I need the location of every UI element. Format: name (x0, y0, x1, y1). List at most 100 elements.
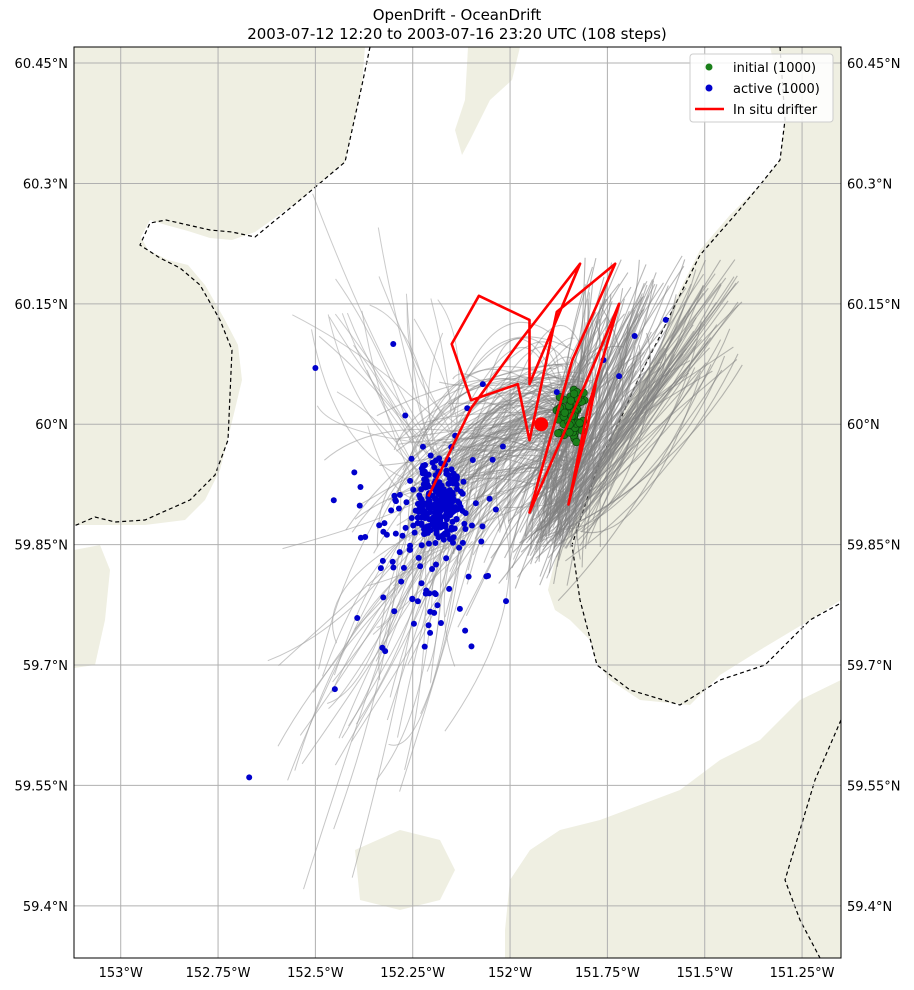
title-line-2: 2003-07-12 12:20 to 2003-07-16 23:20 UTC… (247, 25, 667, 43)
trajectory-line (398, 386, 575, 517)
trajectory-line (402, 432, 576, 569)
trajectory-line (536, 313, 625, 534)
active-particle (425, 622, 432, 629)
trajectory-line (331, 524, 445, 693)
active-particle (409, 596, 416, 603)
active-particle (436, 483, 443, 490)
active-particle (441, 530, 448, 537)
trajectory-line (467, 377, 569, 571)
trajectory-line (396, 387, 567, 493)
trajectory-line (377, 227, 442, 484)
trajectory-line (442, 437, 565, 544)
trajectory-line (335, 278, 421, 462)
active-particle (396, 491, 403, 498)
lat-tick-label-left: 59.7°N (23, 659, 68, 674)
trajectory-line (316, 405, 462, 448)
trajectory-line (376, 435, 583, 530)
active-particle (390, 564, 397, 571)
active-particle (439, 499, 446, 506)
active-particle (407, 477, 414, 484)
active-particle (433, 488, 440, 495)
active-particle (616, 373, 623, 380)
active-particle (425, 483, 432, 490)
coastline-southeast (784, 719, 841, 958)
trajectory-line (561, 347, 654, 544)
active-particle (453, 473, 460, 480)
plot-frame (73, 46, 842, 959)
active-particle (379, 557, 386, 564)
active-particle (354, 614, 361, 621)
active-particle (445, 480, 452, 487)
active-particle (478, 538, 485, 545)
trajectory-line (376, 517, 456, 628)
trajectory-line (554, 284, 648, 535)
trajectory-line (503, 381, 568, 437)
trajectory-line (528, 265, 685, 526)
active-particle (443, 467, 450, 474)
trajectory-line (396, 381, 563, 480)
lat-tick-label-right: 59.55°N (847, 779, 900, 794)
active-particle (312, 365, 319, 372)
active-particle (432, 495, 439, 502)
legend: initial (1000) active (1000) In situ dri… (689, 53, 834, 123)
active-particle (460, 478, 467, 485)
trajectory-line (452, 373, 575, 474)
active-particle (489, 456, 496, 463)
trajectory-line (555, 283, 620, 538)
legend-marker-initial (705, 63, 713, 71)
active-particle (381, 520, 388, 527)
active-particle (433, 561, 440, 568)
active-particle (449, 518, 456, 525)
trajectory-line (503, 482, 603, 509)
trajectory-line (386, 507, 457, 721)
lon-tick-label: 152°W (488, 966, 532, 981)
lat-tick-label-left: 60.15°N (15, 298, 68, 313)
active-particle (398, 578, 405, 585)
trajectory-line (557, 364, 712, 602)
active-particle (456, 544, 463, 551)
trajectory-line (413, 318, 464, 443)
trajectory-line (346, 312, 440, 468)
land-south (505, 680, 841, 958)
lat-tick-label-right: 60.3°N (847, 177, 892, 192)
trajectory-line (372, 541, 473, 635)
active-particle (408, 515, 415, 522)
initial-particle (575, 418, 584, 428)
lat-tick-label-right: 60.15°N (847, 298, 900, 313)
trajectory-line (327, 314, 455, 498)
trajectory-line (539, 298, 589, 577)
lat-tick-label-left: 59.55°N (15, 779, 68, 794)
trajectory-line (430, 544, 450, 684)
active-particle (403, 499, 410, 506)
trajectory-line (379, 403, 576, 466)
trajectory-line (450, 459, 558, 526)
active-particle (499, 443, 506, 450)
active-particle (452, 504, 459, 511)
active-particle (414, 598, 421, 605)
active-particle (424, 511, 431, 518)
active-particle (462, 526, 469, 533)
trajectory-line (439, 374, 562, 387)
lat-tick-label-left: 60.45°N (15, 57, 68, 72)
trajectory-line (333, 485, 402, 830)
active-particle (443, 506, 450, 513)
trajectory-line (393, 396, 568, 587)
active-particle (415, 554, 422, 561)
active-particle (418, 542, 425, 549)
active-particle (420, 500, 427, 507)
lat-tick-label-left: 59.4°N (23, 900, 68, 915)
active-particle (430, 504, 437, 511)
trajectory-line (408, 392, 563, 441)
trajectory-line (328, 316, 468, 477)
trajectory-line (430, 298, 454, 483)
lon-tick-label: 151.5°W (676, 966, 733, 981)
trajectory-line (488, 363, 572, 508)
active-particle (465, 573, 472, 580)
trajectory-line (369, 304, 435, 458)
active-particle (400, 564, 407, 571)
trajectory-line (336, 391, 420, 477)
active-particle (435, 534, 442, 541)
trajectory-line (444, 503, 510, 732)
lon-tick-label: 152.75°W (186, 966, 251, 981)
trajectory-line (581, 255, 683, 568)
